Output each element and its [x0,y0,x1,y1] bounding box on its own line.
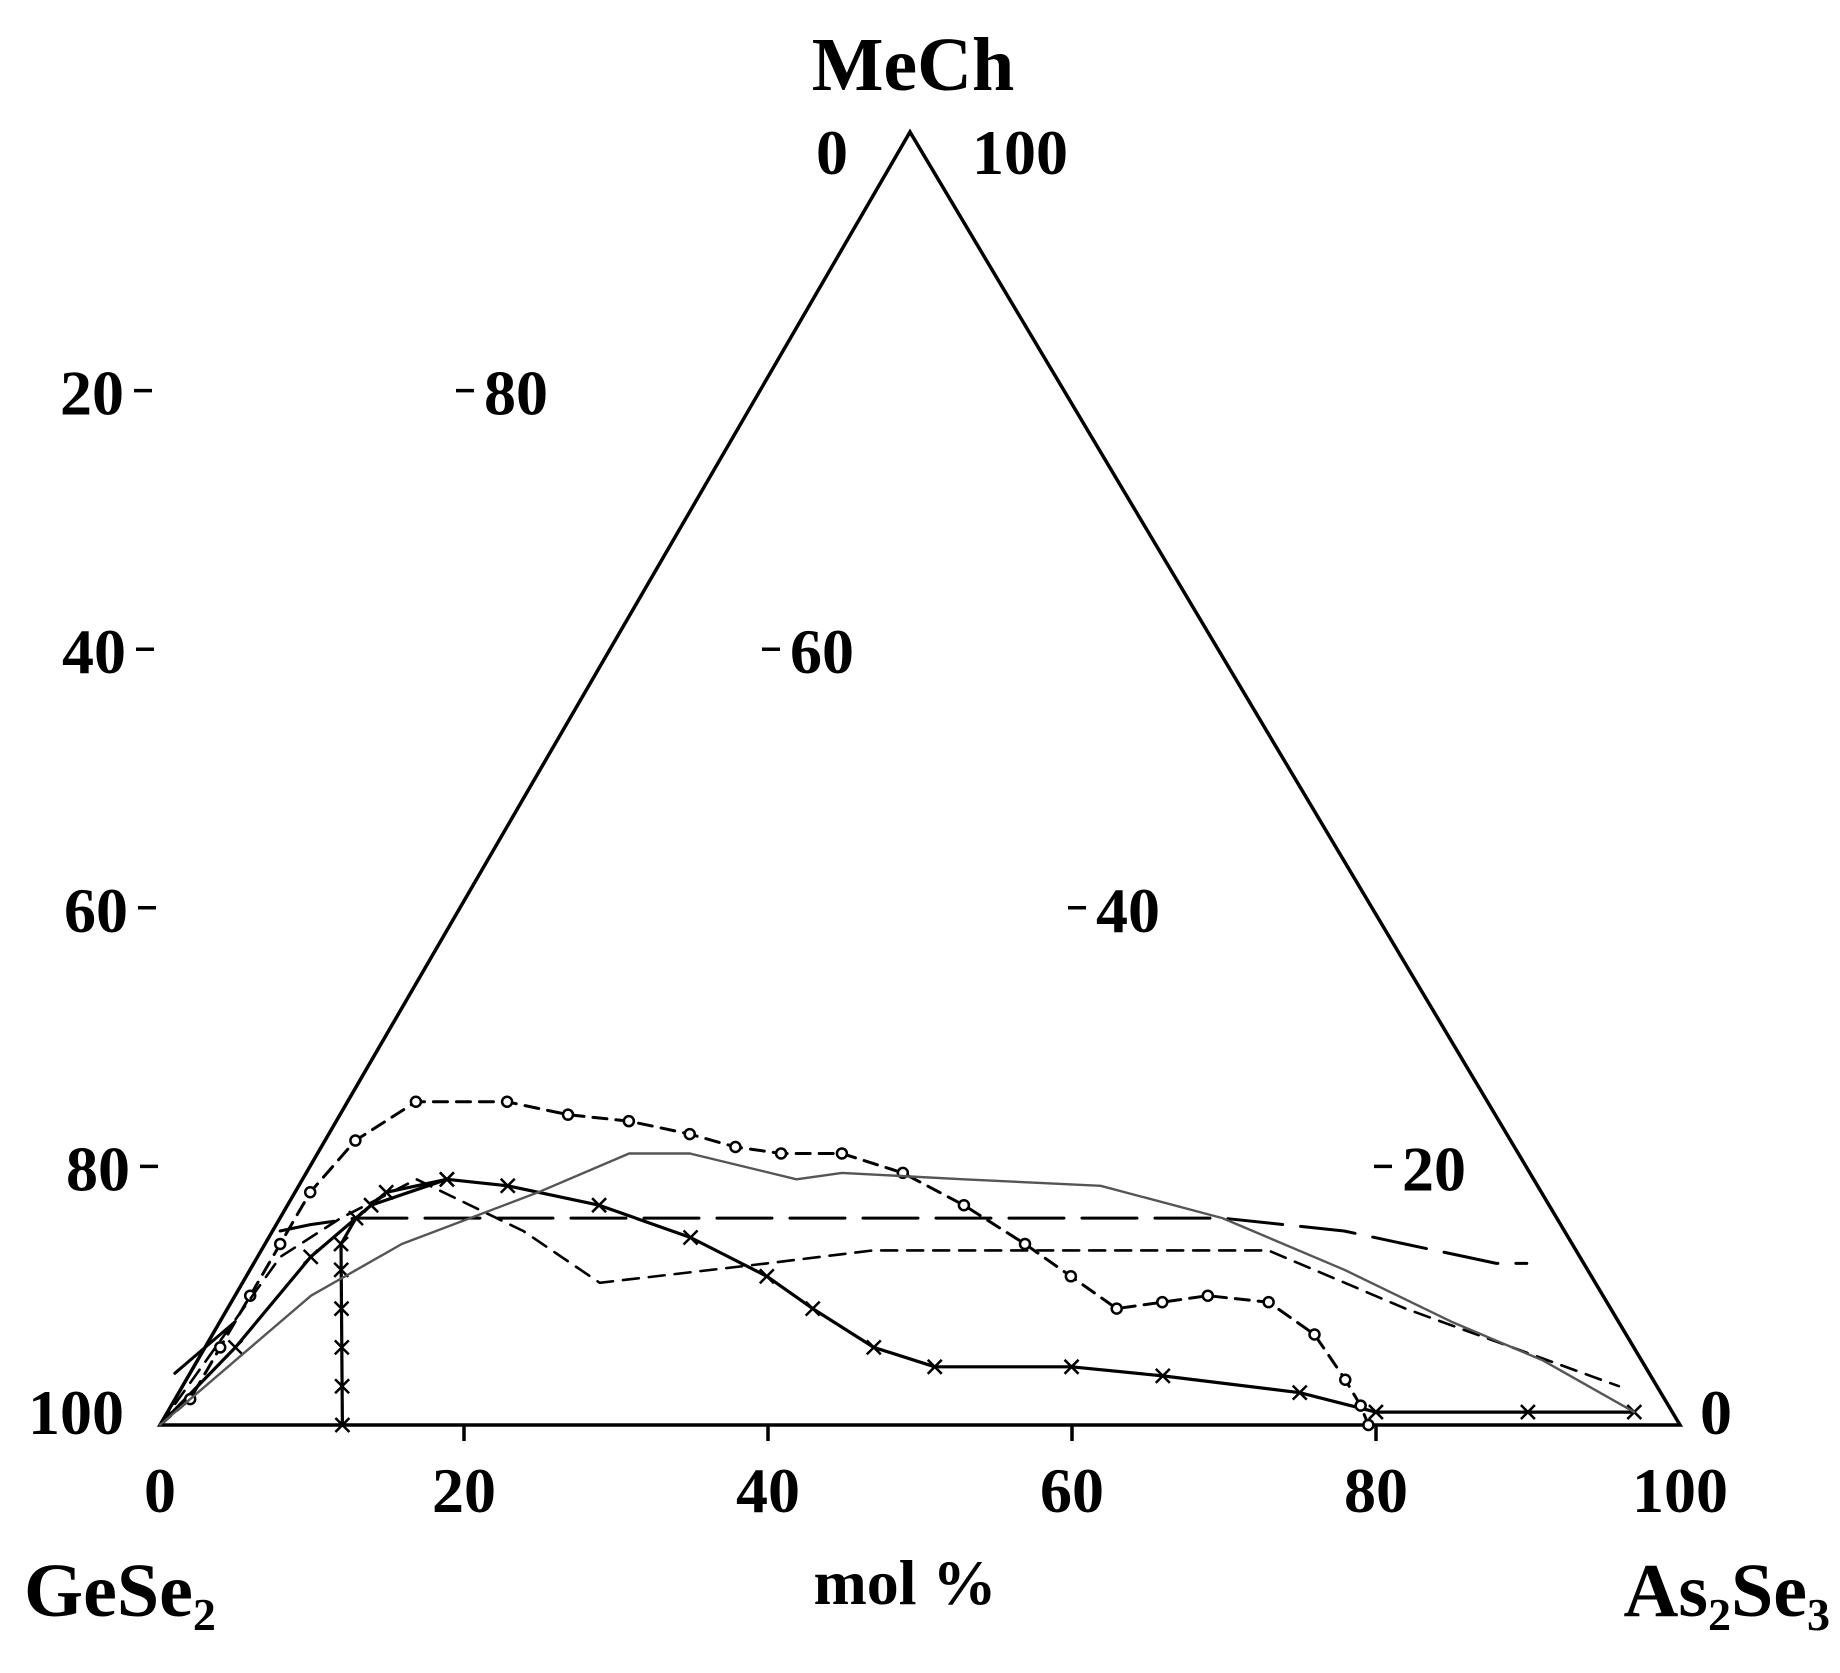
bottom-tick-label: 80 [1344,1455,1408,1526]
corner-left-label: 100 [28,1377,124,1448]
x-marker [1520,1404,1536,1420]
vertex-left-label: GeSe2 [24,1549,216,1640]
x-marker [333,1339,350,1356]
x-marker [334,1378,350,1395]
o-marker [957,1198,971,1212]
curves-layer [158,1095,1643,1433]
curve-dashed-3 [158,1178,1621,1427]
o-marker [243,1289,257,1302]
bottom-tick-label: 60 [1040,1455,1104,1526]
top-left-label: 0 [816,117,848,188]
o-marker [683,1127,696,1141]
left-edge-tick-label: 80 [66,1133,130,1204]
x-marker [1154,1367,1171,1384]
o-marker [1339,1373,1352,1386]
o-marker [1064,1270,1078,1283]
vertex-right-base-1: As [1624,1549,1708,1633]
o-marker [1362,1418,1375,1432]
x-marker [302,1249,319,1265]
vertex-right-label: As2Se3 [1624,1549,1830,1640]
bottom-tick-label: 100 [1632,1455,1728,1526]
o-marker [1110,1302,1123,1315]
left-edge-tick-label: 40 [62,616,126,687]
o-marker [1018,1237,1032,1251]
x-marker [926,1358,943,1375]
x-marker [804,1300,821,1317]
o-marker [213,1341,227,1354]
o-marker [622,1114,636,1128]
left-edge-tick-label: 20 [60,358,124,429]
x-marker [499,1177,516,1194]
x-marker [333,1300,350,1317]
corner-right-label: 0 [1700,1377,1732,1448]
curve-long-dash-4 [278,1216,1529,1265]
x-marker [227,1339,244,1356]
x-marker [591,1197,607,1214]
triangle-outline [156,128,1684,1427]
vertex-left-sub: 2 [193,1589,216,1640]
axis-unit-label: mol % [813,1547,996,1618]
x-marker [333,1236,349,1252]
curve-short-solid-6 [173,1320,237,1375]
vertex-left-base: GeSe [24,1549,193,1633]
o-marker [561,1108,575,1121]
triangle-frame [156,128,1684,1427]
left-edge-tick-label: 60 [64,875,128,946]
labels-layer: MeCh 0 100 100 0 mol % GeSe2 As2Se3 [24,23,1830,1640]
x-marker [1368,1404,1384,1420]
x-marker [439,1171,455,1188]
o-marker [273,1237,287,1251]
curve-thin-gray-5 [158,1152,1636,1427]
vertex-right-base-2: Se [1731,1549,1807,1633]
o-marker [409,1095,423,1108]
o-marker [1354,1399,1367,1412]
right-edge-tick-label: 80 [484,358,548,429]
bottom-tick-label: 20 [432,1455,496,1526]
x-marker [865,1339,882,1356]
o-marker [774,1147,788,1160]
o-marker [303,1186,317,1199]
o-marker [835,1147,849,1160]
x-marker [334,1417,351,1433]
o-marker [1156,1295,1169,1309]
vertex-right-sub-2: 3 [1807,1589,1830,1640]
o-marker [1201,1289,1215,1302]
o-marker [349,1134,362,1147]
o-marker [729,1140,742,1154]
right-edge-tick-label: 20 [1402,1133,1466,1204]
o-marker [1308,1328,1321,1341]
x-marker [1063,1358,1080,1375]
x-marker [758,1268,775,1285]
top-right-label: 100 [972,117,1068,188]
x-marker [682,1229,699,1246]
o-marker [500,1095,514,1108]
right-edge-tick-label: 40 [1096,875,1160,946]
x-marker [1291,1384,1308,1401]
bottom-tick-label: 0 [144,1455,176,1526]
right-edge-tick-label: 60 [790,616,854,687]
vertex-right-sub-1: 2 [1708,1589,1731,1640]
ticks-layer: 20 80 40 60 60 40 80 20 0 20 40 60 80 100 [60,358,1728,1526]
bottom-tick-label: 40 [736,1455,800,1526]
o-marker [1262,1295,1275,1309]
vertex-top-label: MeCh [812,23,1015,107]
